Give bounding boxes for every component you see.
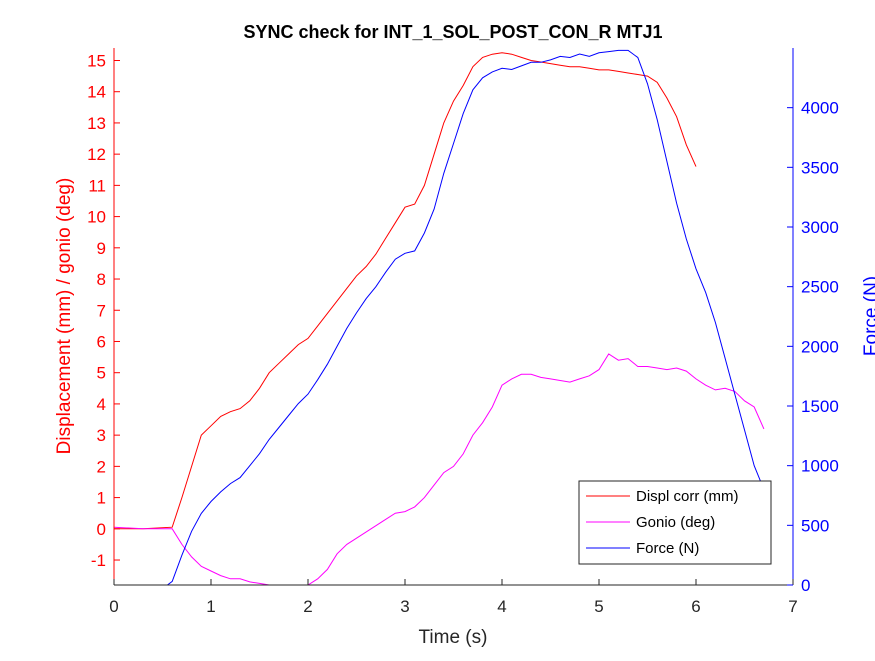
x-tick-label: 0 <box>109 597 118 616</box>
x-tick-label: 5 <box>594 597 603 616</box>
y-left-tick-label: 4 <box>97 395 106 414</box>
y-left-tick-label: 12 <box>87 145 106 164</box>
y-left-tick-label: 0 <box>97 520 106 539</box>
chart-title: SYNC check for INT_1_SOL_POST_CON_R MTJ1 <box>243 22 662 42</box>
y-left-tick-label: 6 <box>97 332 106 351</box>
y-right-tick-label: 3500 <box>801 158 839 177</box>
y-left-tick-label: 5 <box>97 364 106 383</box>
x-tick-label: 6 <box>691 597 700 616</box>
y-left-tick-label: 14 <box>87 83 106 102</box>
y-left-tick-label: -1 <box>91 551 106 570</box>
legend-label-displ: Displ corr (mm) <box>636 488 739 505</box>
y-right-tick-label: 3000 <box>801 218 839 237</box>
y-right-tick-label: 1000 <box>801 457 839 476</box>
y-right-tick-label: 0 <box>801 576 810 595</box>
legend-label-gonio: Gonio (deg) <box>636 514 715 531</box>
y-left-tick-label: 2 <box>97 457 106 476</box>
y-left-tick-label: 8 <box>97 270 106 289</box>
y-left-tick-label: 11 <box>88 176 106 195</box>
y-left-tick-label: 10 <box>87 208 106 227</box>
plot-area <box>113 49 765 586</box>
y-right-tick-label: 2000 <box>801 337 839 356</box>
y-right-tick-label: 4000 <box>801 99 839 118</box>
x-tick-label: 2 <box>303 597 312 616</box>
y-left-tick-label: 15 <box>87 51 106 70</box>
y-left-tick-label: 1 <box>97 489 106 508</box>
y-right-tick-label: 500 <box>801 516 829 535</box>
series-line-2 <box>114 49 765 586</box>
y-right-tick-label: 2500 <box>801 278 839 297</box>
legend-label-force: Force (N) <box>636 540 699 557</box>
x-tick-label: 3 <box>400 597 409 616</box>
y-right-tick-label: 1500 <box>801 397 839 416</box>
x-tick-label: 4 <box>497 597 506 616</box>
series-line-0 <box>114 52 697 530</box>
x-axis-label: Time (s) <box>419 627 488 648</box>
legend: Displ corr (mm) Gonio (deg) Force (N) <box>578 480 772 565</box>
y-left-tick-label: 9 <box>97 239 106 258</box>
x-tick-label: 1 <box>206 597 215 616</box>
y-left-tick-label: 3 <box>97 426 106 445</box>
x-tick-label: 7 <box>788 597 797 616</box>
y-left-tick-label: 13 <box>87 114 106 133</box>
y-axis-left-label: Displacement (mm) / gonio (deg) <box>54 178 75 455</box>
series-line-1 <box>113 353 765 586</box>
y-left-tick-label: 7 <box>97 301 106 320</box>
axes: 0 1 2 3 4 5 6 7-1012345678910111213141505001000… <box>87 48 839 616</box>
y-axis-right-label: Force (N) <box>861 276 875 356</box>
